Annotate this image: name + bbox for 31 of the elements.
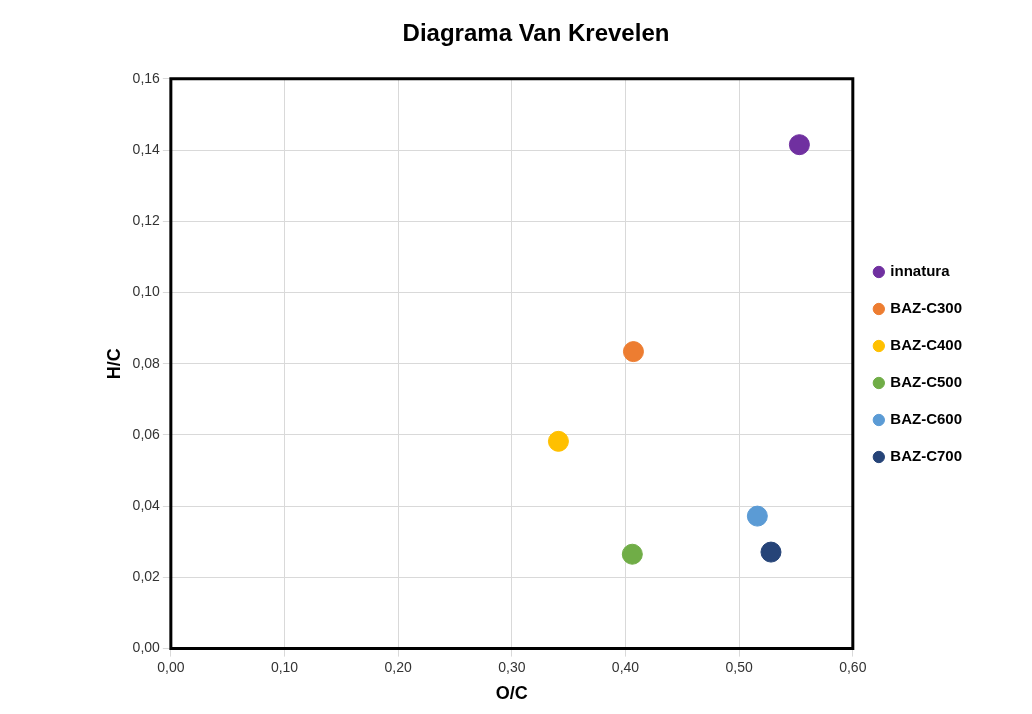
x-tick-label: 0,10 <box>270 658 299 675</box>
y-tick-label: 0,16 <box>132 69 161 86</box>
legend-label: BAZ-C700 <box>890 447 963 465</box>
x-tick-label: 0,30 <box>498 658 526 675</box>
point <box>547 430 569 452</box>
chart-title: Diagrama Van Krevelen <box>402 19 670 47</box>
y-tick-label: 0,14 <box>132 140 161 157</box>
point <box>746 505 768 527</box>
legend-label: BAZ-C300 <box>890 299 963 317</box>
point <box>621 543 643 565</box>
x-tick-label: 0,60 <box>839 658 867 675</box>
y-tick-label: 0,10 <box>132 283 161 300</box>
x-tick-label: 0,50 <box>725 658 753 675</box>
point <box>760 541 782 563</box>
legend-label: BAZ-C500 <box>890 373 963 391</box>
legend-label: innatura <box>890 262 951 280</box>
x-tick-label: 0,20 <box>384 658 413 675</box>
legend-label: BAZ-C400 <box>890 336 963 354</box>
y-axis-title: H/C <box>103 348 124 380</box>
x-tick-label: 0,40 <box>611 658 640 675</box>
y-tick-label: 0,12 <box>132 212 161 229</box>
y-tick-label: 0,00 <box>132 639 161 656</box>
point <box>788 134 810 156</box>
point <box>622 341 644 363</box>
y-tick-label: 0,04 <box>132 497 161 514</box>
x-axis-title: O/C <box>495 683 528 704</box>
legend-label: BAZ-C600 <box>890 410 963 428</box>
y-tick-label: 0,02 <box>132 568 161 585</box>
y-tick-label: 0,06 <box>132 425 161 442</box>
x-tick-label: 0,00 <box>157 658 185 675</box>
y-tick-label: 0,08 <box>132 354 161 371</box>
